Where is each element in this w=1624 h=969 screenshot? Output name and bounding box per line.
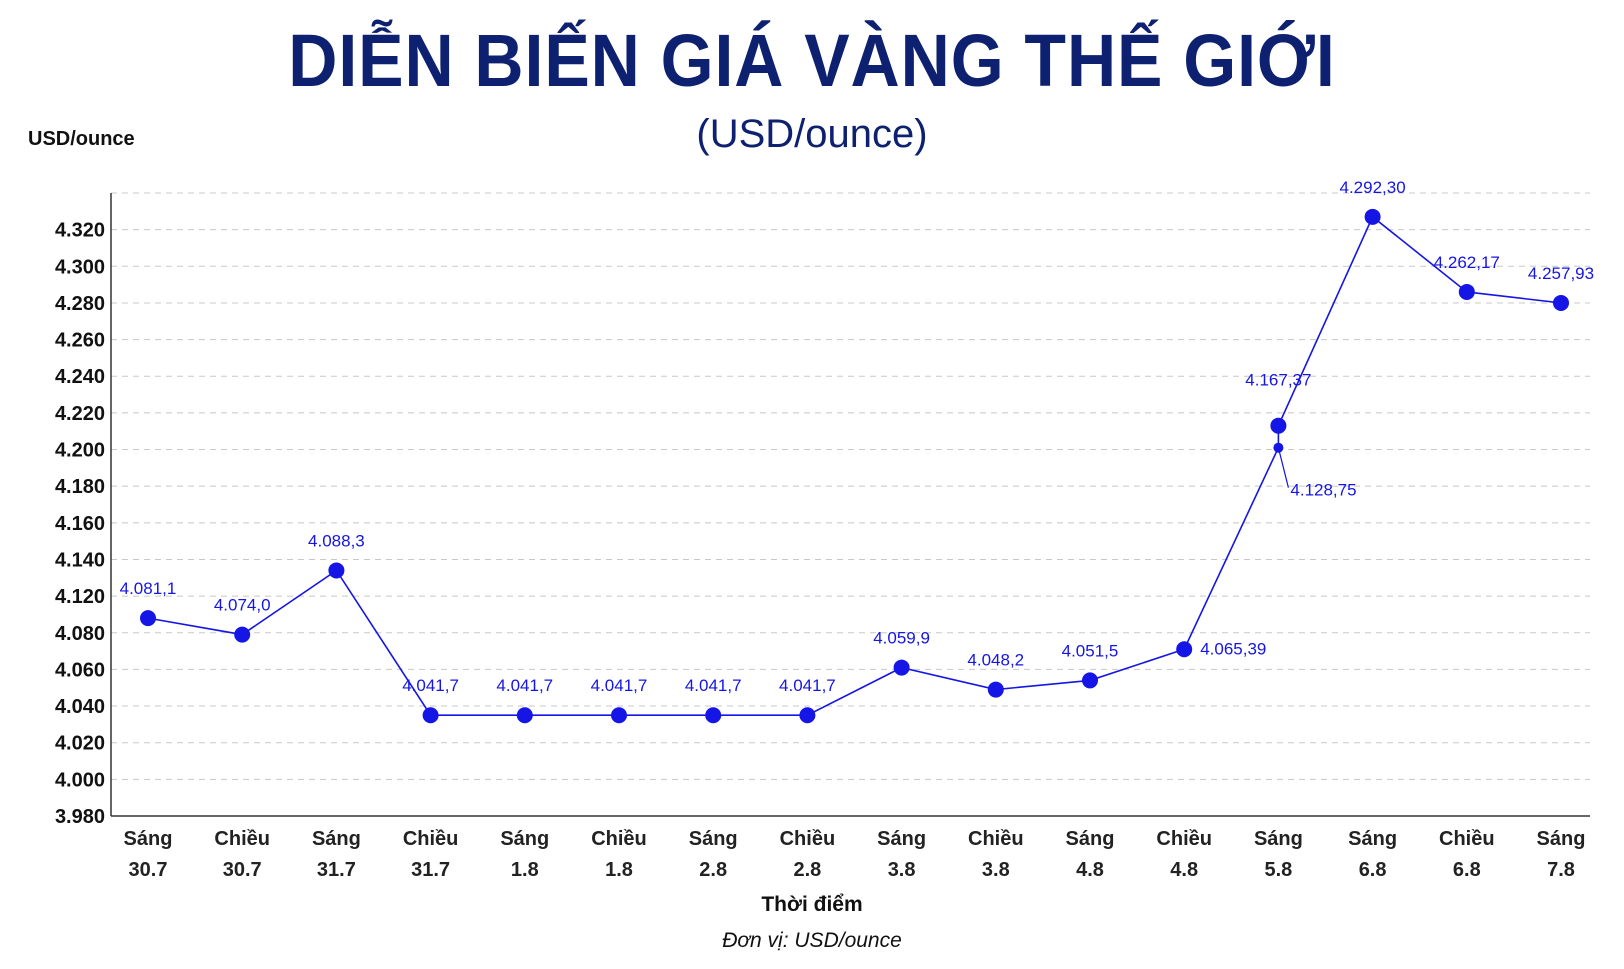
y-tick-label: 4.040 — [55, 696, 105, 718]
data-point — [140, 610, 156, 627]
x-tick-label: Sáng — [689, 828, 738, 850]
x-axis-label: Thời điểm — [761, 893, 863, 916]
x-tick-label: 31.7 — [411, 859, 450, 881]
x-tick-label: 2.8 — [699, 859, 727, 881]
data-point — [799, 707, 816, 724]
data-label: 4.059,9 — [873, 629, 930, 648]
x-tick-label: Sáng — [312, 828, 361, 850]
y-tick-label: 4.160 — [55, 513, 105, 535]
y-tick-label: 4.080 — [55, 623, 105, 645]
y-tick-label: 4.000 — [55, 769, 105, 791]
x-tick-label: Chiều — [780, 828, 836, 850]
data-label: 4.048,2 — [967, 651, 1024, 670]
chart-title: DIỄN BIẾN GIÁ VÀNG THẾ GIỚI — [288, 19, 1336, 102]
y-tick-label: 4.280 — [55, 293, 105, 315]
data-label: 4.074,0 — [214, 596, 271, 615]
x-tick-label: Sáng — [877, 828, 926, 850]
data-point — [1270, 417, 1287, 434]
data-label: 4.041,7 — [685, 676, 742, 695]
data-label: 4.041,7 — [779, 676, 836, 695]
x-tick-label: Chiều — [403, 828, 459, 850]
data-point — [987, 681, 1004, 698]
x-tick-label: 2.8 — [793, 859, 821, 881]
x-tick-label: Sáng — [500, 828, 549, 850]
y-tick-label: 3.980 — [55, 806, 105, 828]
x-tick-label: 6.8 — [1453, 859, 1481, 881]
y-tick-label: 4.180 — [55, 476, 105, 498]
data-label: 4.065,39 — [1200, 639, 1266, 658]
unit-note: Đơn vị: USD/ounce — [722, 929, 902, 952]
data-point — [705, 707, 722, 724]
data-point — [234, 626, 251, 643]
data-label-leader — [1277, 447, 1289, 488]
x-tick-label: 6.8 — [1359, 859, 1387, 881]
data-point — [1082, 672, 1098, 689]
y-tick-label: 4.140 — [55, 549, 105, 571]
data-point — [611, 707, 627, 724]
data-label: 4.262,17 — [1434, 253, 1500, 272]
x-tick-label: 3.8 — [888, 859, 916, 881]
y-tick-label: 4.200 — [55, 440, 105, 462]
y-axis-label: USD/ounce — [28, 128, 135, 150]
x-tick-label: Sáng — [1066, 828, 1115, 850]
data-label: 4.041,7 — [496, 676, 553, 695]
x-tick-label: 5.8 — [1264, 859, 1292, 881]
y-tick-label: 4.320 — [55, 220, 105, 242]
data-label: 4.088,3 — [308, 531, 365, 550]
data-point — [422, 707, 439, 724]
x-tick-label: 3.8 — [982, 859, 1010, 881]
x-tick-label: Chiều — [214, 828, 270, 850]
x-tick-label: Sáng — [124, 828, 173, 850]
data-point — [893, 659, 910, 676]
x-tick-label: 7.8 — [1547, 859, 1575, 881]
chart-subtitle: (USD/ounce) — [696, 112, 928, 156]
x-tick-label: 1.8 — [511, 859, 539, 881]
data-point — [1176, 641, 1193, 658]
series-line — [147, 215, 1562, 717]
data-label: 4.081,1 — [120, 579, 177, 598]
x-tick-label: Chiều — [968, 828, 1024, 850]
x-tick-label: Chiều — [1156, 828, 1212, 850]
data-label: 4.041,7 — [591, 676, 648, 695]
data-label: 4.041,7 — [402, 676, 459, 695]
y-tick-label: 4.020 — [55, 733, 105, 755]
x-tick-label: Sáng — [1348, 828, 1397, 850]
data-point — [328, 562, 345, 579]
data-label: 4.051,5 — [1062, 641, 1119, 660]
data-label: 4.257,93 — [1528, 264, 1594, 283]
x-tick-label: Sáng — [1254, 828, 1303, 850]
y-tick-label: 4.060 — [55, 659, 105, 681]
data-point — [1553, 294, 1569, 311]
x-tick-label: 30.7 — [129, 859, 168, 881]
x-tick-label: 4.8 — [1076, 859, 1104, 881]
x-tick-label: Chiều — [591, 828, 647, 850]
x-tick-label: Sáng — [1537, 828, 1586, 850]
x-tick-label: 4.8 — [1170, 859, 1198, 881]
y-tick-label: 4.240 — [55, 366, 105, 388]
data-point — [516, 707, 533, 724]
y-tick-label: 4.120 — [55, 586, 105, 608]
y-tick-label: 4.300 — [55, 256, 105, 278]
data-label: 4.167,37 — [1245, 371, 1311, 390]
x-tick-label: 31.7 — [317, 859, 356, 881]
y-tick-label: 4.220 — [55, 403, 105, 425]
x-tick-label: 1.8 — [605, 859, 633, 881]
data-label: 4.292,30 — [1340, 178, 1406, 197]
data-point — [1458, 283, 1475, 300]
data-label: 4.128,75 — [1290, 481, 1356, 500]
x-tick-label: Chiều — [1439, 828, 1495, 850]
x-tick-label: 30.7 — [223, 859, 262, 881]
y-tick-label: 4.260 — [55, 330, 105, 352]
data-point — [1364, 208, 1381, 225]
